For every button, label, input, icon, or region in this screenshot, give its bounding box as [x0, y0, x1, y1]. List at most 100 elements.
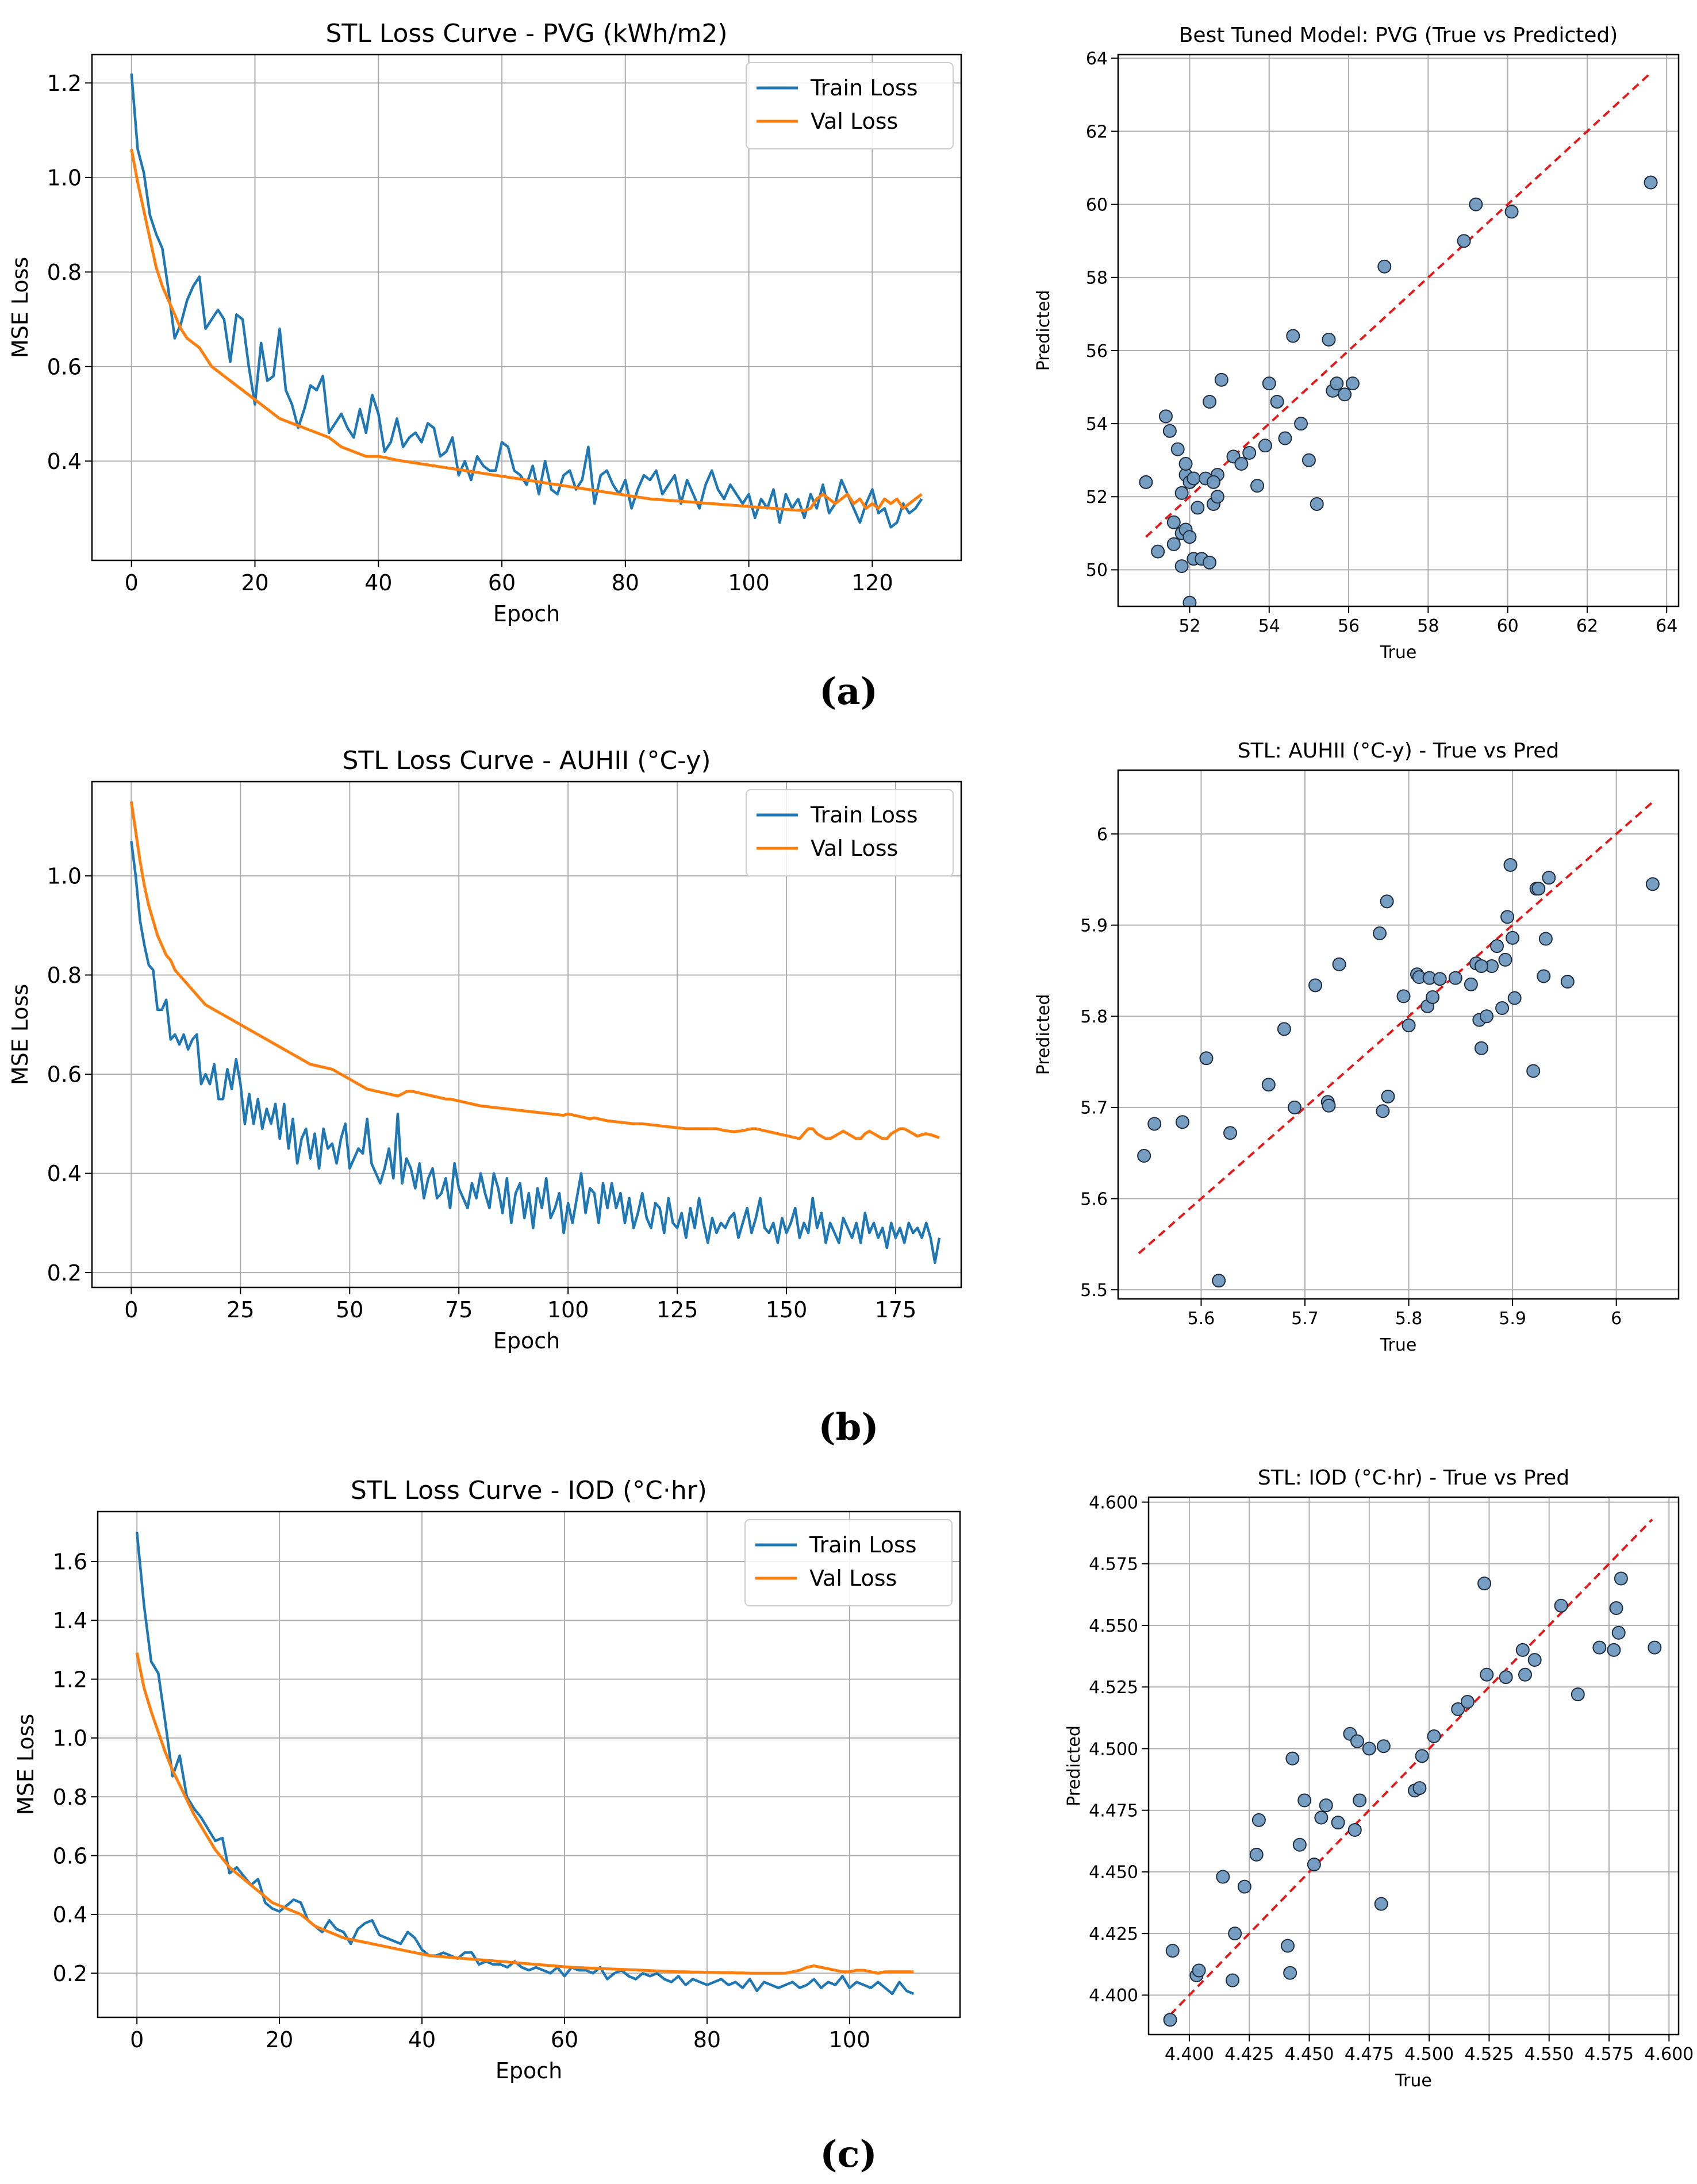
scatter-point	[1380, 894, 1394, 909]
y-tick-label: 60	[1086, 195, 1108, 215]
scatter-point	[1503, 858, 1518, 872]
scatter-point	[1251, 1813, 1266, 1827]
scatter-point	[1474, 1041, 1488, 1055]
ideal-fit-line	[1169, 1518, 1653, 2016]
scatter-point	[1228, 1927, 1242, 1941]
y-tick-label: 1.6	[53, 1549, 87, 1575]
scatter-point	[1162, 424, 1177, 438]
y-tick-label: 52	[1086, 487, 1108, 507]
x-tick-label: 6	[1611, 1309, 1622, 1329]
scatter-point	[1376, 1739, 1391, 1754]
y-tick-label: 1.2	[47, 71, 82, 96]
val-loss-line	[129, 801, 940, 1140]
legend: Train Loss Val Loss	[746, 789, 954, 876]
scatter-point	[1607, 1643, 1621, 1657]
y-tick-label: 4.575	[1089, 1555, 1138, 1575]
x-tick-label: 40	[364, 570, 392, 595]
scatter-point	[1396, 989, 1411, 1003]
x-tick-label: 4.575	[1584, 2044, 1634, 2064]
plot-frame	[1117, 769, 1680, 1300]
grid	[98, 1512, 960, 2017]
legend-label: Train Loss	[810, 802, 918, 828]
scatter-point	[1345, 376, 1360, 391]
x-axis-label: True	[1380, 643, 1417, 663]
y-tick-label: 0.6	[47, 1062, 82, 1087]
legend: Train Loss Val Loss	[746, 62, 954, 149]
x-tick-label: 50	[336, 1297, 363, 1322]
x-tick-label: 60	[1497, 616, 1519, 636]
plot-frame	[97, 1510, 961, 2018]
scatter-point	[1151, 544, 1165, 559]
x-axis-label: Epoch	[493, 601, 560, 626]
y-tick-label: 4.550	[1089, 1616, 1138, 1636]
x-tick-label: 4.475	[1345, 2044, 1394, 2064]
scatter-point	[1226, 1973, 1240, 1987]
x-tick-label: 60	[488, 570, 516, 595]
x-tick-label: 4.400	[1165, 2044, 1214, 2064]
y-axis-label: Predicted	[1034, 994, 1054, 1075]
scatter-point	[1499, 1670, 1513, 1685]
y-tick-label: 5.9	[1080, 916, 1108, 936]
x-axis-label: True	[1380, 1335, 1417, 1355]
x-tick-label: 0	[125, 570, 139, 595]
y-tick-label: 0.6	[47, 354, 82, 379]
chart-title: STL Loss Curve - PVG (kWh/m2)	[325, 19, 727, 48]
y-tick-label: 4.425	[1089, 1924, 1138, 1944]
scatter-point	[1277, 1022, 1291, 1036]
scatter-point	[1210, 490, 1224, 504]
y-tick-label: 5.6	[1080, 1189, 1108, 1209]
scatter-point	[1287, 1100, 1301, 1114]
scatter-point	[1448, 971, 1462, 985]
scatter-point	[1506, 930, 1520, 945]
y-axis-label: MSE Loss	[7, 257, 33, 358]
scatter-point	[1330, 376, 1344, 391]
ticks: 0 20 40 60 80 100 120 0.4 0.6 0.8 1.0 1.2	[47, 71, 893, 595]
loss-b-chart: 0 25 50 75 100 125 150 175 0.2 0.4 0.6 0.8 1.0 Train …	[7, 746, 962, 1354]
y-tick-label: 4.525	[1089, 1678, 1138, 1698]
scatter-point	[1515, 1643, 1530, 1657]
scatter-point	[1518, 1667, 1532, 1682]
scatter-point	[1261, 1078, 1276, 1092]
x-tick-label: 64	[1656, 616, 1677, 636]
y-tick-label: 4.400	[1089, 1986, 1138, 2006]
scatter-point	[1538, 932, 1553, 946]
grid	[92, 55, 961, 560]
scatter-point	[1182, 530, 1197, 544]
x-tick-label: 52	[1178, 616, 1200, 636]
x-tick-label: 62	[1576, 616, 1598, 636]
scatter-point	[1174, 486, 1189, 500]
plot-area	[135, 1532, 915, 1995]
scatter-point	[1542, 871, 1556, 885]
ideal-fit-line	[1145, 72, 1652, 538]
scatter-point	[1527, 1653, 1542, 1667]
scatter-point	[1426, 990, 1440, 1004]
x-tick-label: 56	[1338, 616, 1360, 636]
x-tick-label: 5.9	[1499, 1309, 1526, 1329]
scatter-point	[1374, 1897, 1388, 1911]
scatter-point	[1310, 497, 1324, 511]
x-tick-label: 4.525	[1464, 2044, 1514, 2064]
scatter-point	[1554, 1598, 1568, 1613]
scatter-point	[1560, 975, 1575, 989]
scatter-point	[1203, 394, 1217, 409]
y-tick-label: 1.4	[53, 1608, 87, 1633]
y-tick-label: 1.0	[47, 864, 82, 889]
panel-label-b: (b)	[818, 1406, 878, 1449]
x-tick-label: 120	[851, 570, 893, 595]
grid	[1118, 55, 1679, 606]
scatter-point	[1223, 1126, 1237, 1140]
y-tick-label: 50	[1086, 560, 1108, 580]
scatter-point	[1285, 1751, 1300, 1766]
scatter-point	[1297, 1793, 1312, 1808]
plot-frame	[1147, 1496, 1680, 2036]
scatter-point	[1170, 442, 1185, 456]
loss-a-chart: 0 20 40 60 80 100 120 0.4 0.6 0.8 1.0 1.2 Train Loss…	[7, 19, 962, 626]
chart-title: STL: AUHII (°C-y) - True vs Pred	[1238, 739, 1559, 763]
scatter-point	[1412, 1781, 1427, 1795]
ticks: 52 54 56 58 60 62 64 50 52 54 56 58 60 62 64	[1086, 49, 1678, 636]
scatter-point	[1433, 972, 1447, 986]
y-tick-label: 5.7	[1080, 1098, 1108, 1118]
plot-area	[129, 801, 941, 1264]
plot-frame	[1117, 53, 1680, 607]
